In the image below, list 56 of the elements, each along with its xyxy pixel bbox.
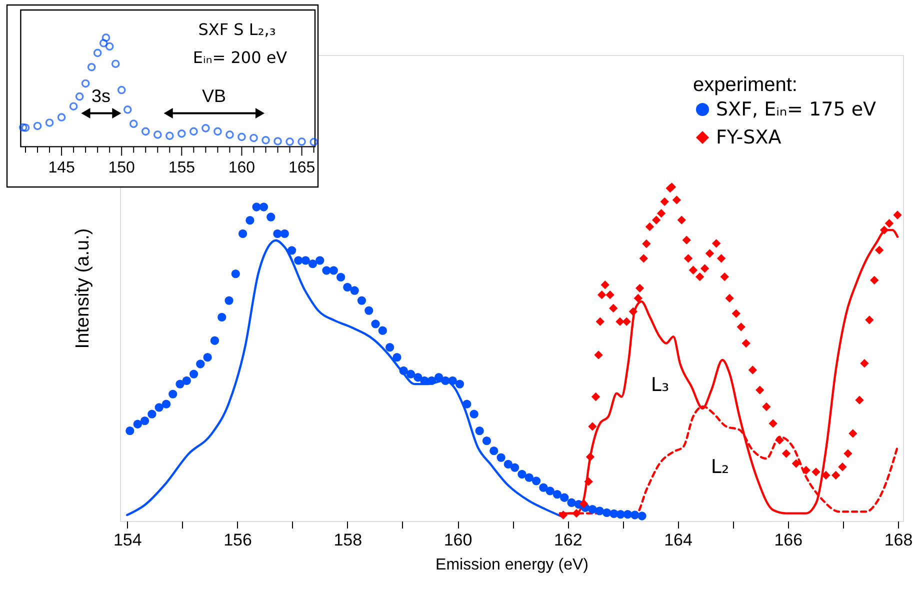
annotation: VB bbox=[202, 86, 226, 106]
point bbox=[141, 127, 150, 136]
point bbox=[250, 134, 258, 142]
point bbox=[238, 132, 246, 142]
point bbox=[123, 105, 132, 114]
point bbox=[93, 48, 102, 58]
point bbox=[298, 138, 306, 146]
y-axis-title: Intensity (a.u.) bbox=[72, 228, 94, 349]
legend-title: experiment: bbox=[693, 74, 798, 96]
annotation: L₃ bbox=[650, 374, 670, 396]
point bbox=[81, 79, 90, 88]
point bbox=[190, 127, 198, 136]
annotation: SXF S L₂,₃ bbox=[198, 20, 276, 39]
x-tick-label: 165 bbox=[288, 160, 316, 177]
x-tick-label: 156 bbox=[224, 530, 252, 550]
point bbox=[153, 130, 162, 139]
point bbox=[99, 38, 108, 48]
point bbox=[226, 130, 234, 139]
legend-label: SXF, Eᵢₙ= 175 eV bbox=[716, 98, 876, 120]
x-tick-label: 166 bbox=[774, 530, 803, 550]
annotation: L₂ bbox=[710, 456, 730, 478]
point bbox=[117, 86, 126, 94]
point bbox=[274, 137, 282, 146]
point bbox=[69, 102, 78, 111]
x-tick-label: 160 bbox=[228, 160, 256, 177]
x-tick-label: 168 bbox=[884, 530, 913, 550]
point bbox=[310, 138, 318, 146]
point bbox=[105, 42, 114, 51]
point bbox=[286, 138, 294, 146]
point bbox=[18, 123, 28, 132]
point bbox=[102, 34, 110, 42]
point bbox=[129, 120, 138, 128]
point bbox=[45, 118, 54, 127]
point bbox=[111, 60, 120, 68]
x-tick-label: 158 bbox=[334, 530, 362, 550]
point bbox=[178, 129, 186, 138]
x-tick-label: 155 bbox=[168, 160, 196, 177]
x-tick-label: 154 bbox=[113, 530, 142, 550]
annotation: 3s bbox=[91, 86, 111, 106]
point bbox=[87, 62, 96, 72]
point bbox=[57, 113, 66, 122]
point bbox=[202, 124, 210, 132]
point bbox=[262, 136, 270, 144]
x-tick-label: 164 bbox=[664, 530, 692, 550]
point bbox=[33, 122, 42, 130]
point bbox=[214, 127, 222, 136]
x-tick-label: 145 bbox=[48, 160, 75, 177]
x-axis-title: Emission energy (eV) bbox=[436, 556, 588, 574]
point bbox=[75, 92, 84, 101]
legend-label: FY-SXA bbox=[716, 126, 782, 148]
x-tick-label: 160 bbox=[444, 530, 472, 550]
point bbox=[166, 132, 174, 140]
point bbox=[21, 124, 30, 132]
x-tick-label: 150 bbox=[108, 160, 136, 177]
annotation: Eᵢₙ= 200 eV bbox=[192, 48, 288, 67]
x-tick-label: 162 bbox=[554, 530, 582, 550]
